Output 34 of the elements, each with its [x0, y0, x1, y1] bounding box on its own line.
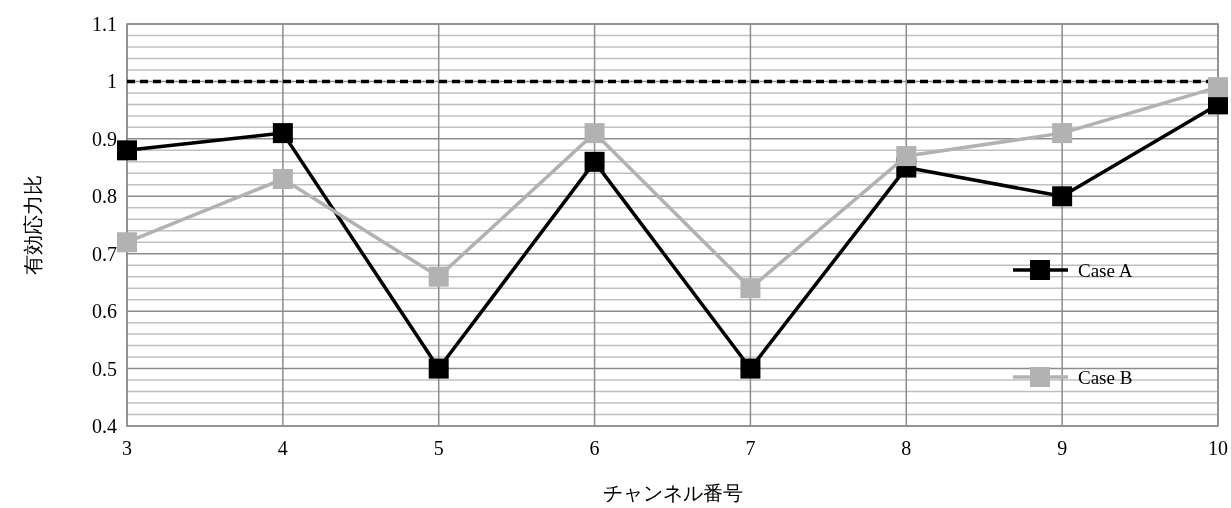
- point: [117, 140, 137, 161]
- point: [1052, 186, 1073, 207]
- x-tick-label: 7: [745, 437, 756, 459]
- y-tick-label: 0.5: [92, 357, 117, 380]
- y-tick-label: 1.1: [92, 13, 117, 35]
- y-tick-label: 1: [107, 70, 117, 93]
- legend-label: Case A: [1078, 260, 1133, 281]
- y-tick-label: 0.9: [92, 127, 117, 150]
- point: [740, 358, 761, 379]
- legend-label: Case B: [1078, 367, 1133, 388]
- point: [272, 123, 293, 144]
- x-tick-label: 6: [589, 437, 600, 459]
- point: [896, 146, 917, 167]
- x-tick-label: 4: [277, 437, 288, 459]
- point: [740, 278, 761, 299]
- point: [117, 232, 137, 253]
- y-tick-label: 0.8: [92, 185, 117, 208]
- point: [428, 266, 449, 287]
- x-tick-label: 3: [122, 437, 132, 459]
- y-tick-label: 0.4: [92, 415, 117, 437]
- y-tick-label: 0.6: [92, 300, 117, 323]
- x-tick-label: 9: [1057, 437, 1068, 459]
- point: [584, 151, 605, 172]
- y-tick-label: 0.7: [92, 242, 117, 265]
- point: [1208, 77, 1228, 98]
- x-tick-label: 10: [1208, 437, 1228, 459]
- x-tick-label: 8: [901, 437, 912, 459]
- point: [272, 169, 293, 190]
- point: [584, 123, 605, 144]
- x-tick-label: 5: [433, 437, 444, 459]
- y-axis-title: 有効応力比: [22, 175, 44, 275]
- x-axis-title: チャンネル番号: [602, 482, 743, 504]
- point: [1052, 123, 1073, 144]
- point: [428, 358, 449, 379]
